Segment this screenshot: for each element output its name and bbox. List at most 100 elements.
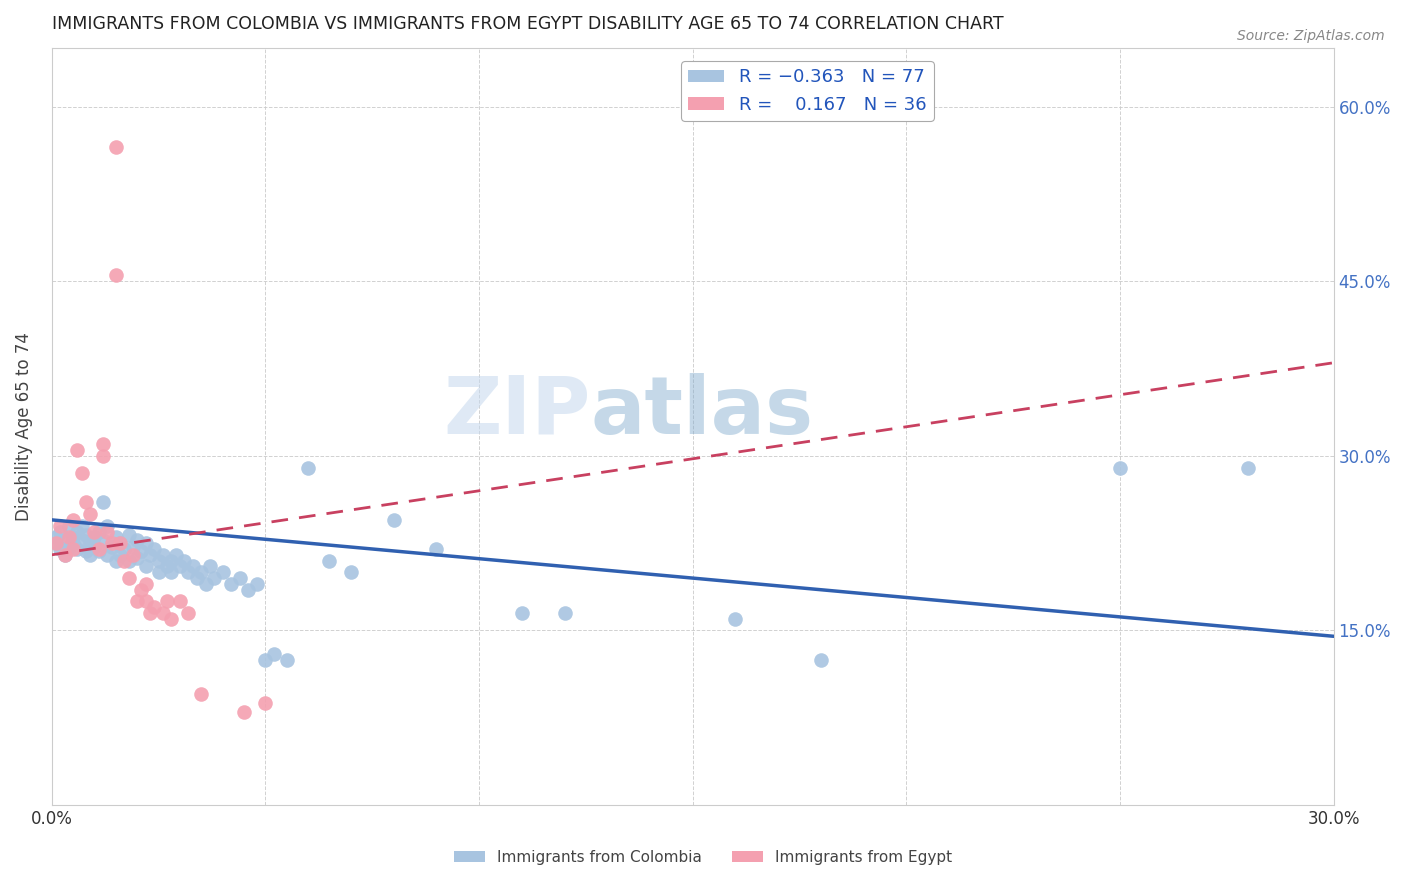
Text: IMMIGRANTS FROM COLOMBIA VS IMMIGRANTS FROM EGYPT DISABILITY AGE 65 TO 74 CORREL: IMMIGRANTS FROM COLOMBIA VS IMMIGRANTS F… [52,15,1004,33]
Point [118,571,141,585]
Point [318,554,340,568]
Point [425,541,447,556]
Point [70,467,93,481]
Point [118,528,141,542]
Point [87,544,110,558]
Legend: R = −0.363   N = 77, R =    0.167   N = 36: R = −0.363 N = 77, R = 0.167 N = 36 [681,62,934,120]
Point [148,554,170,568]
Point [49,518,72,533]
Point [194,577,217,591]
Point [143,600,166,615]
Point [340,566,363,580]
Point [87,524,110,539]
Point [233,705,256,719]
Point [135,594,157,608]
Point [49,524,72,539]
Text: atlas: atlas [591,373,813,450]
Point [112,541,135,556]
Point [122,540,145,554]
Point [190,566,212,580]
Point [53,548,76,562]
Point [91,449,114,463]
Point [211,566,233,580]
Point [62,541,84,556]
Point [246,577,269,591]
Point [152,548,174,562]
Point [238,582,260,597]
Point [156,559,179,574]
Point [104,268,127,283]
Point [45,530,67,544]
Point [62,513,84,527]
Point [79,507,101,521]
Point [152,606,174,620]
Point [122,548,145,562]
Legend: Immigrants from Colombia, Immigrants from Egypt: Immigrants from Colombia, Immigrants fro… [449,844,957,871]
Point [810,652,832,666]
Point [135,536,157,550]
Point [198,559,221,574]
Point [177,606,200,620]
Point [75,495,97,509]
Point [169,594,191,608]
Point [45,536,67,550]
Point [160,612,183,626]
Point [45,536,67,550]
Point [100,540,122,554]
Point [156,594,179,608]
Point [108,536,131,550]
Point [91,437,114,451]
Point [186,571,208,585]
Point [139,606,162,620]
Point [87,541,110,556]
Point [100,536,122,550]
Point [96,518,118,533]
Point [62,530,84,544]
Point [173,554,195,568]
Point [169,559,191,574]
Point [79,536,101,550]
Point [70,518,93,533]
Point [91,495,114,509]
Point [79,548,101,562]
Point [96,524,118,539]
Point [190,688,212,702]
Point [135,559,157,574]
Point [263,647,285,661]
Point [1109,460,1132,475]
Point [96,548,118,562]
Point [254,652,277,666]
Point [75,528,97,542]
Point [131,582,153,597]
Point [83,530,105,544]
Text: ZIP: ZIP [443,373,591,450]
Point [108,548,131,562]
Point [143,541,166,556]
Point [49,541,72,556]
Point [254,696,277,710]
Point [66,443,89,458]
Point [229,571,252,585]
Point [724,612,747,626]
Point [58,530,80,544]
Point [83,540,105,554]
Point [202,571,225,585]
Point [1237,460,1260,475]
Point [104,554,127,568]
Point [139,548,162,562]
Point [75,544,97,558]
Point [165,548,187,562]
Point [131,544,153,558]
Point [127,533,149,547]
Point [160,566,183,580]
Point [181,559,204,574]
Point [553,606,575,620]
Point [58,518,80,533]
Point [127,551,149,566]
Point [148,566,170,580]
Point [219,577,242,591]
Point [83,524,105,539]
Point [118,554,141,568]
Point [112,554,135,568]
Point [160,554,183,568]
